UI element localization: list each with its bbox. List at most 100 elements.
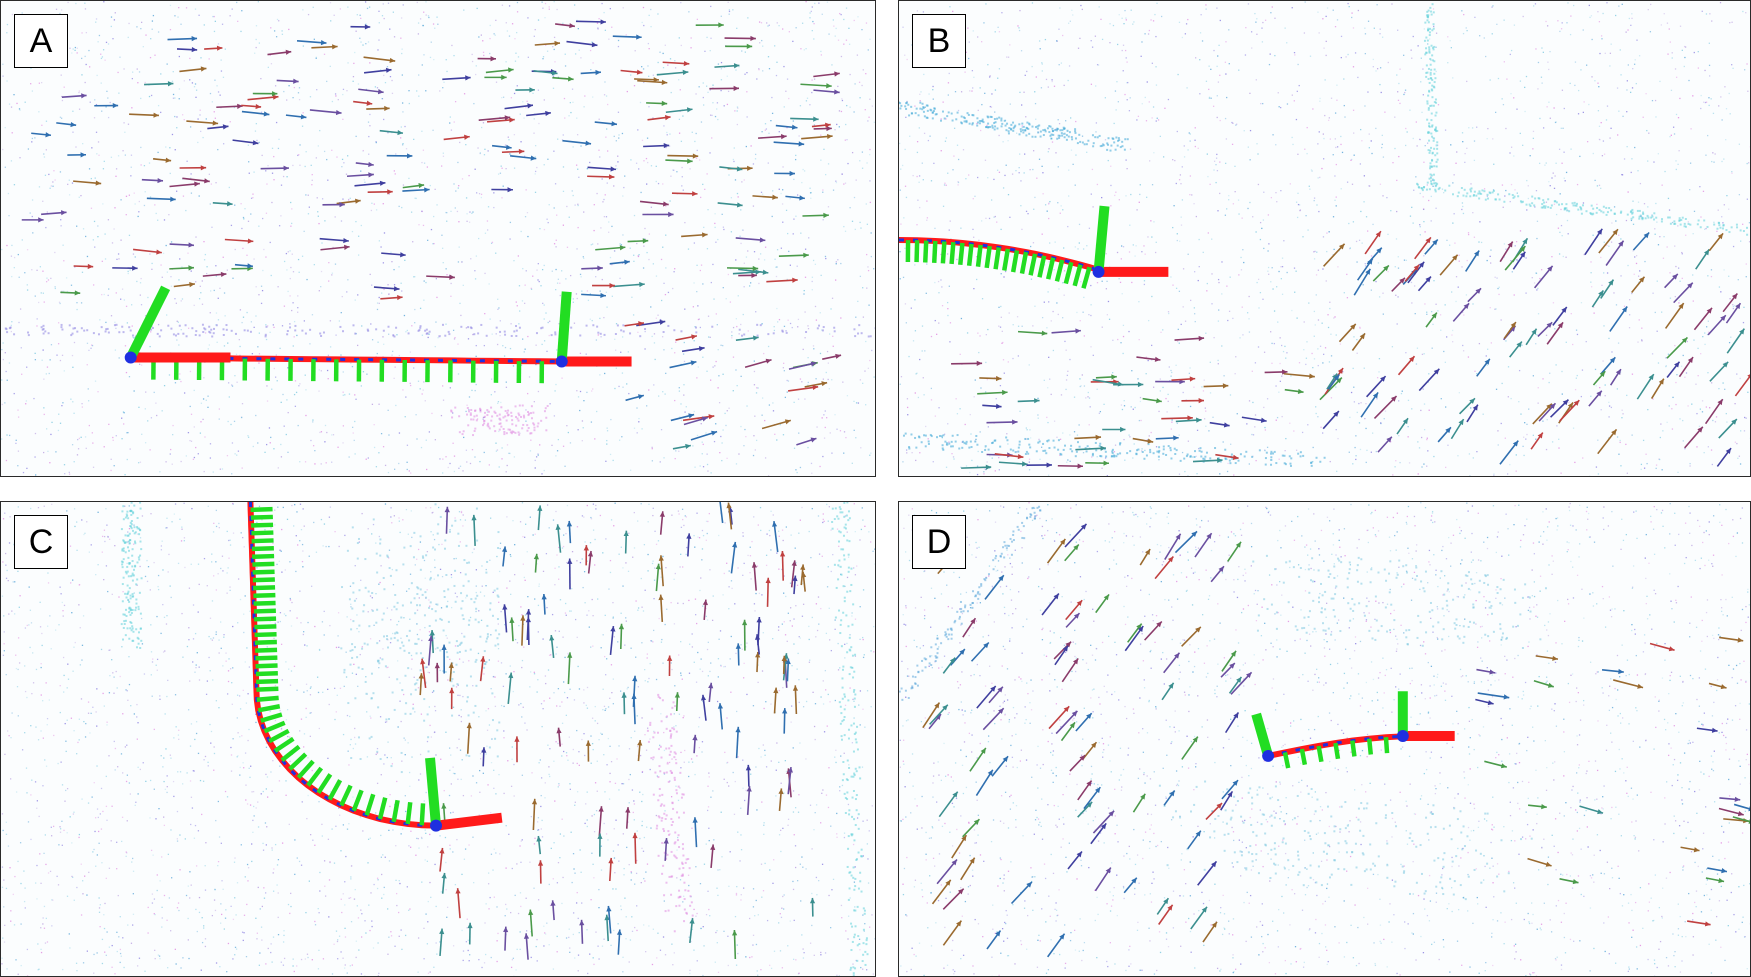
velocity-arrow-icon [1552, 306, 1568, 326]
velocity-arrow-icon [1417, 276, 1432, 292]
velocity-arrow-icon [674, 692, 680, 712]
velocity-arrow-icon [977, 389, 1008, 396]
velocity-arrow-icon [1082, 741, 1098, 760]
velocity-arrow-icon [1726, 328, 1745, 354]
velocity-arrow-icon [1732, 816, 1750, 824]
velocity-arrow-icon [503, 926, 509, 951]
velocity-arrow-icon [1065, 612, 1081, 628]
velocity-arrow-icon [1372, 264, 1390, 282]
velocity-arrow-icon [1414, 236, 1432, 260]
trajectory [247, 502, 503, 832]
velocity-arrow-icon [1327, 374, 1340, 390]
velocity-arrow-icon [738, 272, 757, 279]
velocity-arrow-icon [970, 641, 990, 662]
velocity-arrow-icon [666, 655, 673, 676]
panel-d-scene [899, 502, 1750, 976]
velocity-arrow-icon [444, 506, 450, 534]
velocity-arrow-icon [550, 900, 556, 921]
velocity-arrow-icon [1230, 671, 1253, 695]
velocity-arrow-icon [1026, 462, 1052, 468]
velocity-arrow-icon [528, 909, 534, 937]
velocity-arrow-icon [581, 292, 606, 299]
velocity-arrow-icon [501, 148, 525, 155]
velocity-arrow-icon [466, 722, 472, 754]
velocity-arrow-icon [418, 673, 424, 696]
velocity-arrow-icon [727, 265, 759, 272]
velocity-arrow-icon [536, 835, 542, 855]
velocity-arrow-icon [502, 604, 508, 633]
velocity-arrow-icon [1017, 330, 1048, 336]
velocity-arrow-icon [537, 505, 543, 531]
velocity-arrow-icon [373, 286, 400, 292]
velocity-arrow-icon [441, 644, 447, 674]
velocity-arrow-icon [555, 23, 575, 29]
velocity-arrow-icon [686, 533, 692, 557]
velocity-arrow-icon [234, 263, 253, 269]
pose-axis-icon [555, 291, 632, 368]
velocity-arrow-icon [241, 103, 262, 110]
panel-label: B [912, 14, 966, 68]
velocity-arrow-icon [67, 152, 87, 158]
velocity-arrow-icon [1391, 277, 1406, 292]
velocity-arrow-icon [285, 114, 307, 120]
velocity-arrow-icon [1605, 240, 1625, 266]
trajectory [124, 285, 632, 384]
velocity-arrow-icon [702, 599, 708, 620]
velocity-arrow-icon [613, 281, 645, 288]
velocity-arrow-icon [353, 100, 373, 106]
velocity-arrow-icon [531, 798, 538, 831]
velocity-arrow-icon [752, 194, 778, 200]
velocity-arrow-icon [1477, 692, 1510, 700]
velocity-arrow-icon [1055, 710, 1078, 735]
velocity-arrow-icon [624, 321, 645, 327]
velocity-arrow-icon [1550, 399, 1569, 418]
velocity-arrow-icon [604, 914, 610, 942]
velocity-arrow-icon [790, 116, 819, 122]
velocity-arrow-icon [1074, 434, 1102, 440]
velocity-arrow-icon [366, 105, 390, 112]
velocity-arrow-icon [186, 120, 219, 126]
velocity-arrow-icon [179, 66, 207, 73]
velocity-arrow-icon [585, 740, 591, 762]
velocity-arrow-icon [509, 617, 515, 642]
velocity-arrow-icon [719, 166, 743, 172]
velocity-arrow-icon [1041, 593, 1060, 616]
velocity-arrow-icon [552, 76, 574, 82]
velocity-arrow-icon [1047, 933, 1066, 958]
panel-b: B [898, 0, 1751, 477]
velocity-arrow-icon [426, 274, 455, 280]
velocity-arrow-icon [1051, 328, 1081, 334]
velocity-arrow-icon [1537, 321, 1553, 337]
velocity-arrow-icon [781, 655, 787, 675]
velocity-arrow-icon [367, 189, 393, 195]
velocity-arrow-icon [639, 200, 669, 207]
velocity-arrow-icon [1158, 904, 1174, 925]
velocity-arrow-icon [1664, 273, 1679, 289]
velocity-arrow-icon [1132, 437, 1154, 444]
velocity-arrow-icon [1632, 231, 1650, 251]
velocity-arrow-icon [942, 920, 962, 946]
velocity-arrow-icon [1353, 268, 1371, 296]
velocity-arrow-icon [782, 708, 788, 734]
velocity-arrow-icon [634, 77, 660, 83]
velocity-arrow-icon [813, 89, 840, 95]
velocity-arrow-icon [1559, 399, 1580, 422]
velocity-arrow-icon [1664, 302, 1685, 329]
velocity-arrow-icon [534, 40, 561, 47]
velocity-arrow-icon [507, 672, 514, 705]
velocity-arrow-icon [1678, 356, 1694, 378]
velocity-arrow-icon [755, 651, 761, 673]
velocity-arrow-icon [669, 360, 697, 369]
velocity-arrow-icon [1048, 705, 1070, 730]
velocity-arrow-icon [732, 269, 762, 275]
velocity-arrow-icon [766, 277, 798, 283]
velocity-arrow-icon [1139, 548, 1151, 566]
velocity-arrow-icon [735, 335, 759, 341]
velocity-arrow-icon [1509, 341, 1523, 358]
velocity-arrow-icon [1124, 625, 1144, 652]
panel-c-scene [1, 502, 875, 976]
velocity-arrow-icon [1673, 282, 1694, 304]
velocity-arrow-icon [1284, 388, 1304, 395]
velocity-arrow-icon [1467, 287, 1482, 303]
velocity-arrow-icon [247, 94, 279, 101]
